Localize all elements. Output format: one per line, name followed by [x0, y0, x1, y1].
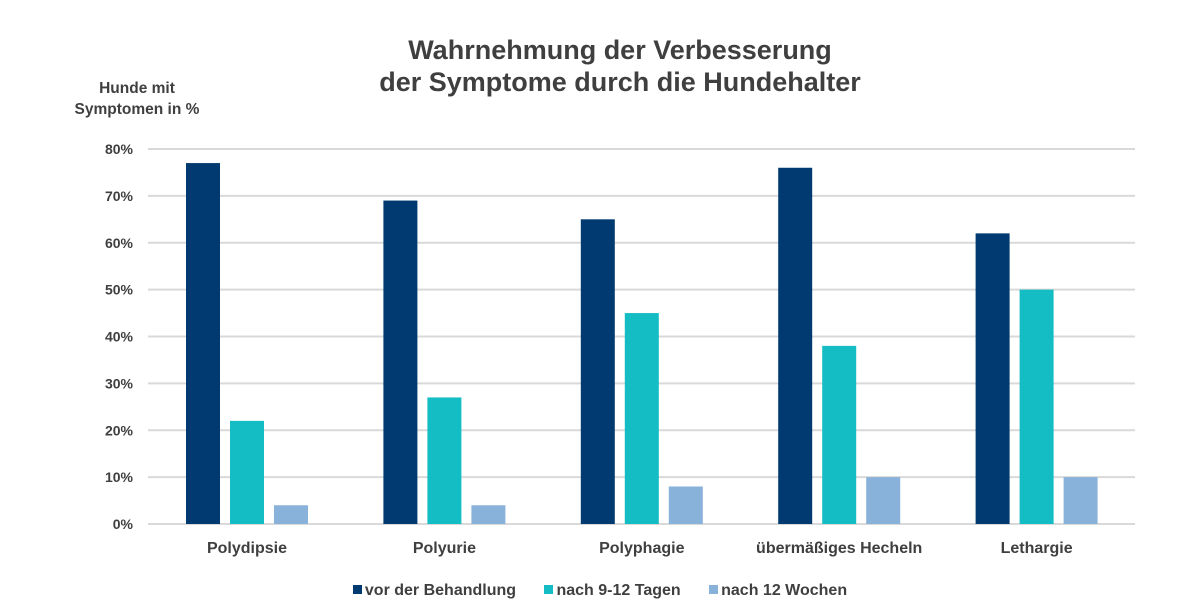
y-tick-label: 50%: [105, 282, 134, 298]
legend-label-12-weeks: nach 12 Wochen: [721, 582, 848, 599]
legend-swatch-9-12-days: [544, 585, 554, 594]
y-tick-label: 0%: [113, 516, 134, 532]
x-axis-categories: Polydipsie Polyurie Polyphagie übermäßiges …: [207, 540, 1073, 557]
legend-swatch-12-weeks: [709, 585, 719, 594]
legend-item-12-weeks: nach 12 Wochen: [709, 582, 847, 600]
x-category-label: Polyphagie: [599, 540, 684, 557]
legend-label-9-12-days: nach 9-12 Tagen: [556, 582, 681, 599]
legend-item-before: vor der Behandlung: [352, 582, 517, 600]
legend-swatch-before: [352, 585, 362, 594]
bar-übermäßiges-hecheln-series-0: [778, 167, 813, 524]
y-axis-ticks: 0% 10% 20% 30% 40% 50% 60% 70% 80%: [105, 141, 134, 532]
bar-übermäßiges-hecheln-series-2: [866, 477, 901, 524]
bar-polydipsie-series-1: [230, 420, 264, 524]
x-category-label: Polydipsie: [207, 540, 287, 557]
bar-polyphagie-series-2: [668, 486, 703, 524]
bar-polyphagie-series-0: [580, 219, 615, 524]
chart-title: Wahrnehmung der Verbesserung der Symptom…: [0, 34, 1200, 98]
x-category-label: Lethargie: [1001, 540, 1073, 557]
y-axis-label-line-2: Symptomen in %: [74, 101, 200, 118]
y-tick-label: 70%: [105, 188, 134, 204]
bar-polydipsie-series-0: [186, 163, 220, 524]
bar-polydipsie-series-2: [274, 505, 308, 524]
chart-title-line-1: Wahrnehmung der Verbesserung: [408, 35, 832, 65]
bar-lethargie-series-1: [1019, 289, 1054, 524]
bar-polyphagie-series-1: [624, 313, 659, 524]
bars: [186, 163, 1098, 524]
bar-polyurie-series-0: [383, 200, 418, 524]
y-tick-label: 30%: [105, 375, 134, 391]
y-tick-label: 20%: [105, 422, 134, 438]
x-category-label: Polyurie: [413, 540, 476, 557]
y-tick-label: 10%: [105, 469, 134, 485]
legend-item-9-12-days: nach 9-12 Tagen: [544, 582, 681, 600]
y-tick-label: 40%: [105, 329, 134, 345]
bar-polyurie-series-1: [427, 397, 462, 524]
y-axis-label: Hunde mit Symptomen in %: [52, 78, 222, 120]
y-tick-label: 80%: [105, 141, 134, 157]
x-category-label: übermäßiges Hecheln: [756, 540, 922, 557]
y-axis-label-line-1: Hunde mit: [99, 80, 175, 97]
legend: vor der Behandlung nach 9-12 Tagen nach …: [0, 582, 1200, 600]
chart-title-line-2: der Symptome durch die Hundehalter: [379, 67, 861, 97]
legend-label-before: vor der Behandlung: [364, 582, 517, 599]
bar-lethargie-series-0: [975, 233, 1010, 524]
bar-lethargie-series-2: [1063, 477, 1098, 524]
bar-polyurie-series-2: [471, 505, 506, 524]
bar-übermäßiges-hecheln-series-1: [822, 345, 857, 524]
y-tick-label: 60%: [105, 235, 134, 251]
